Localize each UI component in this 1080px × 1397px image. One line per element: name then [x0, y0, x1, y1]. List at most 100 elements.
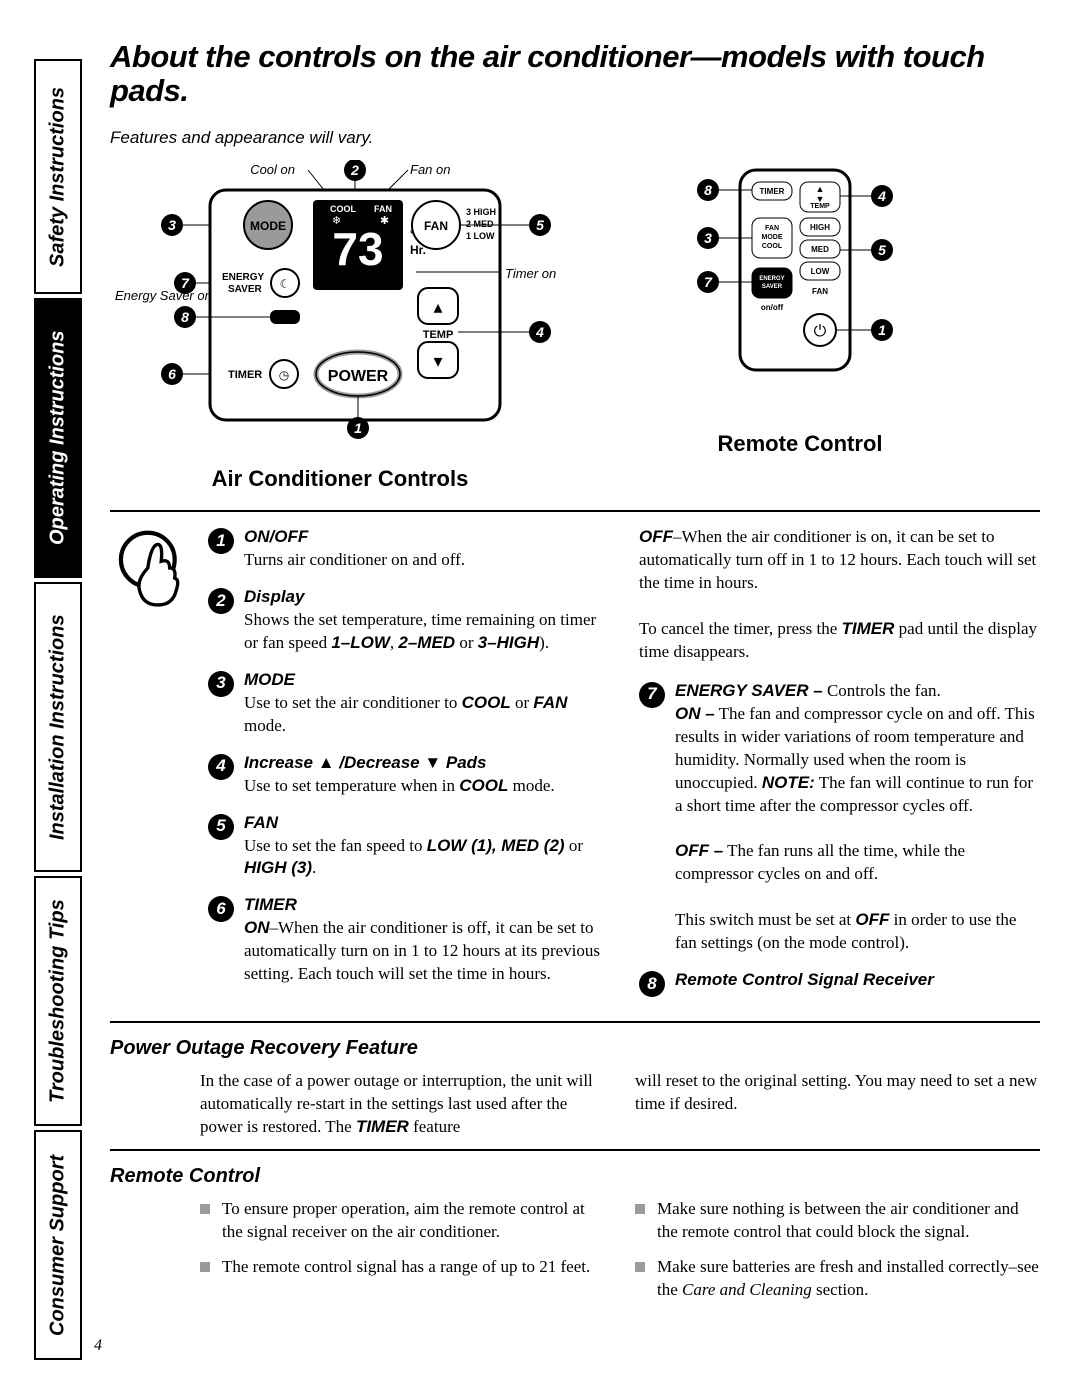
svg-text:COOL: COOL — [762, 243, 783, 250]
svg-text:▾: ▾ — [433, 351, 442, 371]
svg-text:Fan on: Fan on — [410, 162, 450, 177]
divider — [110, 1149, 1040, 1151]
svg-text:SAVER: SAVER — [762, 284, 783, 290]
list-item: The remote control signal has a range of… — [200, 1256, 605, 1279]
svg-text:TIMER: TIMER — [760, 187, 785, 196]
svg-text:MED: MED — [811, 245, 829, 254]
control-item-body: Remote Control Signal Receiver — [675, 969, 1040, 997]
callout-badge: 7 — [639, 682, 665, 708]
svg-text:☾: ☾ — [280, 277, 291, 291]
divider — [110, 1021, 1040, 1023]
svg-text:MODE: MODE — [250, 219, 286, 233]
svg-text:Energy Saver on: Energy Saver on — [115, 288, 212, 303]
remote-section-heading: Remote Control — [110, 1165, 1040, 1188]
controls-left-col: 1 ON/OFFTurns air conditioner on and off.… — [208, 526, 609, 1011]
svg-text:1 LOW: 1 LOW — [466, 231, 495, 241]
callout-badge: 5 — [208, 814, 234, 840]
timer-off-note: OFF–When the air conditioner is on, it c… — [639, 526, 1040, 664]
svg-text:POWER: POWER — [328, 368, 389, 385]
remote-tips-left: To ensure proper operation, aim the remo… — [200, 1198, 605, 1314]
svg-text:❄: ❄ — [338, 274, 348, 288]
tab-troubleshooting[interactable]: Troubleshooting Tips — [34, 876, 82, 1126]
callout-badge: 2 — [208, 588, 234, 614]
control-item-body: TIMERON–When the air conditioner is off,… — [244, 894, 609, 986]
control-panel-diagram: Cool on Fan on Timer on Energy Saver on … — [110, 160, 570, 492]
svg-text:✱: ✱ — [380, 215, 389, 227]
svg-text:FAN: FAN — [812, 287, 828, 296]
svg-text:TEMP: TEMP — [423, 329, 454, 341]
svg-text:HIGH: HIGH — [810, 223, 830, 232]
svg-text:ENERGY: ENERGY — [759, 276, 784, 282]
svg-text:4: 4 — [877, 188, 886, 204]
svg-text:LOW: LOW — [811, 267, 830, 276]
controls-right-col: OFF–When the air conditioner is on, it c… — [639, 526, 1040, 1011]
svg-text:FAN: FAN — [374, 204, 392, 214]
svg-text:6: 6 — [168, 366, 176, 382]
power-outage-heading: Power Outage Recovery Feature — [110, 1037, 1040, 1060]
svg-text:◷: ◷ — [279, 368, 289, 382]
sidebar-tabs: Consumer Support Troubleshooting Tips In… — [34, 40, 82, 1360]
callout-badge: 8 — [639, 971, 665, 997]
svg-text:ENERGY: ENERGY — [222, 272, 265, 283]
svg-text:3 HIGH: 3 HIGH — [466, 207, 496, 217]
tab-installation[interactable]: Installation Instructions — [34, 582, 82, 872]
svg-text:5: 5 — [878, 242, 886, 258]
tab-operating[interactable]: Operating Instructions — [34, 298, 82, 578]
list-item: Make sure batteries are fresh and instal… — [635, 1256, 1040, 1302]
svg-text:COOL: COOL — [330, 204, 357, 214]
callout-badge: 4 — [208, 754, 234, 780]
control-item-body: FANUse to set the fan speed to LOW (1), … — [244, 812, 609, 881]
power-outage-right: will reset to the original setting. You … — [635, 1070, 1040, 1139]
control-item-body: ON/OFFTurns air conditioner on and off. — [244, 526, 609, 572]
features-vary-note: Features and appearance will vary. — [110, 128, 1040, 148]
svg-text:⏻: ⏻ — [814, 323, 827, 340]
svg-text:3: 3 — [168, 217, 176, 233]
svg-text:2: 2 — [350, 162, 359, 178]
tab-consumer-support[interactable]: Consumer Support — [34, 1130, 82, 1360]
svg-text:73: 73 — [332, 223, 383, 275]
control-item-body: Increase ▲ /Decrease ▼ PadsUse to set te… — [244, 752, 609, 798]
svg-text:Cool on: Cool on — [250, 162, 295, 177]
tab-safety[interactable]: Safety Instructions — [34, 59, 82, 294]
svg-text:5: 5 — [536, 217, 544, 233]
page-number: 4 — [94, 1337, 102, 1355]
page-title: About the controls on the air conditione… — [110, 40, 1040, 108]
svg-text:1: 1 — [878, 322, 886, 338]
svg-text:▲: ▲ — [816, 184, 825, 194]
divider — [110, 510, 1040, 512]
control-item-body: MODEUse to set the air conditioner to CO… — [244, 669, 609, 738]
svg-text:▼: ▼ — [816, 194, 825, 204]
remote-diagram: TIMER FAN MODE COOL ENERGY SAVER on/off … — [640, 160, 960, 457]
svg-text:Timer on: Timer on — [505, 266, 556, 281]
remote-tips-right: Make sure nothing is between the air con… — [635, 1198, 1040, 1314]
callout-badge: 3 — [208, 671, 234, 697]
svg-text:▴: ▴ — [433, 297, 442, 317]
svg-text:7: 7 — [704, 274, 713, 290]
touch-hand-icon — [110, 526, 194, 610]
control-item-body: DisplayShows the set temperature, time r… — [244, 586, 609, 655]
svg-text:4: 4 — [535, 324, 544, 340]
list-item: Make sure nothing is between the air con… — [635, 1198, 1040, 1244]
svg-text:7: 7 — [181, 275, 190, 291]
callout-badge: 6 — [208, 896, 234, 922]
svg-text:❄: ❄ — [332, 215, 341, 227]
svg-text:SAVER: SAVER — [228, 284, 262, 295]
svg-text:8: 8 — [704, 182, 712, 198]
svg-text:FAN: FAN — [765, 225, 779, 232]
svg-text:8: 8 — [181, 309, 189, 325]
svg-text:TEMP: TEMP — [810, 203, 830, 210]
svg-text:on/off: on/off — [761, 303, 784, 312]
svg-text:⚙: ⚙ — [318, 274, 329, 288]
svg-text:TIMER: TIMER — [228, 369, 262, 381]
callout-badge: 1 — [208, 528, 234, 554]
panel-caption: Air Conditioner Controls — [110, 466, 570, 492]
control-item-body: ENERGY SAVER – Controls the fan.ON – The… — [675, 680, 1040, 955]
svg-text:3: 3 — [704, 230, 712, 246]
svg-text:1: 1 — [354, 420, 362, 436]
svg-text:FAN: FAN — [424, 219, 448, 233]
remote-caption: Remote Control — [640, 431, 960, 457]
svg-text:2 MED: 2 MED — [466, 219, 494, 229]
svg-text:MODE: MODE — [762, 234, 783, 241]
list-item: To ensure proper operation, aim the remo… — [200, 1198, 605, 1244]
power-outage-left: In the case of a power outage or interru… — [200, 1070, 605, 1139]
